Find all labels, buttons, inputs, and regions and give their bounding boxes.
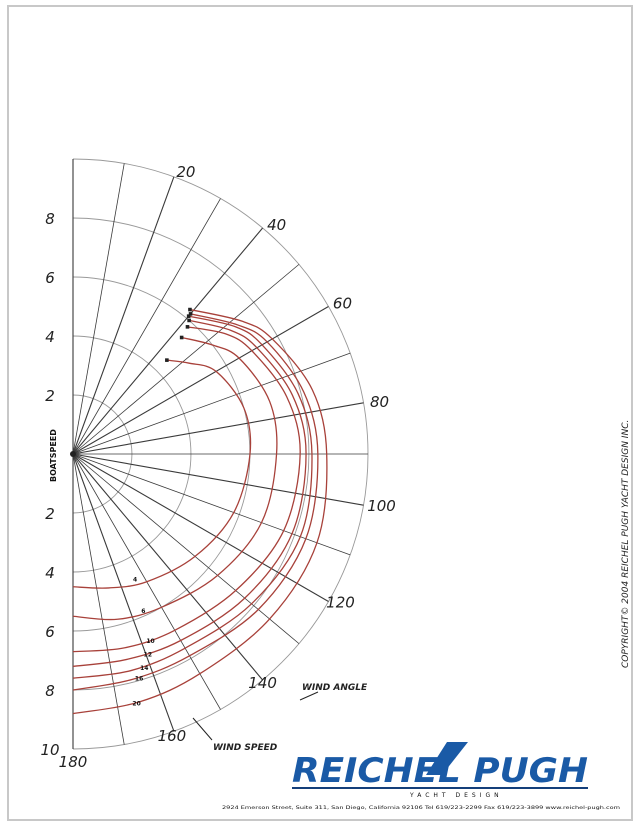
angle-tick-label: 80 bbox=[370, 393, 389, 411]
polar-origin bbox=[70, 451, 76, 457]
company-logo: REICHEL PUGH YACHT DESIGN bbox=[292, 742, 588, 799]
radial-tick-label: 6 bbox=[45, 623, 55, 641]
wind-speed-label-4: 4 bbox=[133, 576, 137, 583]
radial-tick-label: 10 bbox=[40, 741, 59, 759]
polar-curve-12 bbox=[72, 319, 307, 668]
wind-speed-label-20: 20 bbox=[132, 701, 140, 708]
angle-tick-label: 100 bbox=[367, 497, 396, 515]
wind-angle-label: WIND ANGLE bbox=[302, 683, 368, 693]
upwind-marker-12 bbox=[187, 318, 191, 323]
grid-ray bbox=[72, 402, 364, 455]
angle-tick-labels: 20 40 60 80 100 120 140 160 180 bbox=[59, 163, 396, 771]
grid-ray bbox=[72, 227, 264, 455]
radial-tick-label: 2 bbox=[45, 387, 55, 405]
polar-curve-14 bbox=[72, 315, 313, 679]
angle-tick-label: 140 bbox=[248, 674, 277, 692]
grid-ray bbox=[72, 198, 221, 455]
upwind-marker-6 bbox=[179, 335, 184, 340]
y-axis-label: BOATSPEED bbox=[49, 429, 58, 482]
copyright-text: COPYRIGHT© 2004 REICHEL PUGH YACHT DESIG… bbox=[621, 420, 631, 668]
wind-speed-labels: 4 6 10 12 14 16 20 bbox=[132, 576, 154, 707]
upwind-markers bbox=[165, 307, 193, 362]
polar-curve-4 bbox=[72, 359, 252, 589]
wind-speed-label-6: 6 bbox=[141, 608, 145, 615]
radial-tick-label: 8 bbox=[45, 682, 55, 700]
logo-subtitle: YACHT DESIGN bbox=[409, 792, 503, 799]
upwind-marker-10 bbox=[185, 325, 190, 329]
wind-speed-pointer bbox=[192, 717, 213, 741]
wind-speed-label-10: 10 bbox=[146, 638, 154, 645]
polar-curve-10 bbox=[72, 326, 301, 653]
wind-speed-label-12: 12 bbox=[144, 651, 152, 658]
polar-curve-6 bbox=[72, 336, 278, 621]
wind-speed-label: WIND SPEED bbox=[213, 743, 278, 753]
grid-ray bbox=[72, 453, 264, 681]
radial-tick-label: 2 bbox=[45, 505, 55, 523]
upwind-marker-4 bbox=[165, 358, 169, 362]
grid-ray bbox=[72, 352, 351, 455]
radial-tick-label: 8 bbox=[45, 210, 55, 228]
polar-curve-20 bbox=[72, 308, 328, 715]
grid-ray bbox=[72, 453, 364, 506]
grid-ray bbox=[72, 453, 300, 644]
polar-curves bbox=[72, 308, 328, 715]
address-line: 2924 Emerson Street, Suite 311, San Dieg… bbox=[222, 805, 621, 811]
angle-tick-label: 160 bbox=[158, 727, 187, 745]
wind-angle-pointer bbox=[299, 691, 319, 701]
logo-text: REICHEL PUGH bbox=[292, 751, 588, 791]
grid-ray bbox=[72, 306, 329, 455]
upwind-marker-16 bbox=[188, 312, 193, 316]
polar-curve-16 bbox=[72, 313, 319, 691]
page-frame bbox=[7, 5, 633, 821]
angle-tick-label: 120 bbox=[326, 594, 355, 612]
radial-tick-label: 4 bbox=[45, 564, 55, 582]
wind-speed-label-14: 14 bbox=[140, 665, 148, 672]
grid-ray bbox=[72, 264, 300, 455]
grid-ray bbox=[72, 163, 125, 455]
angle-tick-label: 40 bbox=[267, 216, 286, 234]
radial-tick-label: 4 bbox=[45, 328, 55, 346]
angle-tick-label: 60 bbox=[333, 295, 352, 313]
angle-tick-label: 180 bbox=[59, 753, 88, 771]
angle-rays bbox=[70, 159, 368, 749]
radial-tick-label: 6 bbox=[45, 269, 55, 287]
grid-ray bbox=[72, 453, 175, 732]
angle-tick-label: 20 bbox=[176, 163, 195, 181]
radial-tick-labels: 8 6 4 2 2 4 6 8 10 bbox=[40, 210, 59, 759]
upwind-marker-14 bbox=[186, 314, 191, 318]
grid-ray bbox=[72, 453, 351, 556]
upwind-marker-20 bbox=[188, 307, 192, 312]
wind-speed-label-16: 16 bbox=[135, 676, 143, 683]
grid-ray bbox=[72, 176, 175, 455]
grid-ray bbox=[72, 453, 125, 745]
